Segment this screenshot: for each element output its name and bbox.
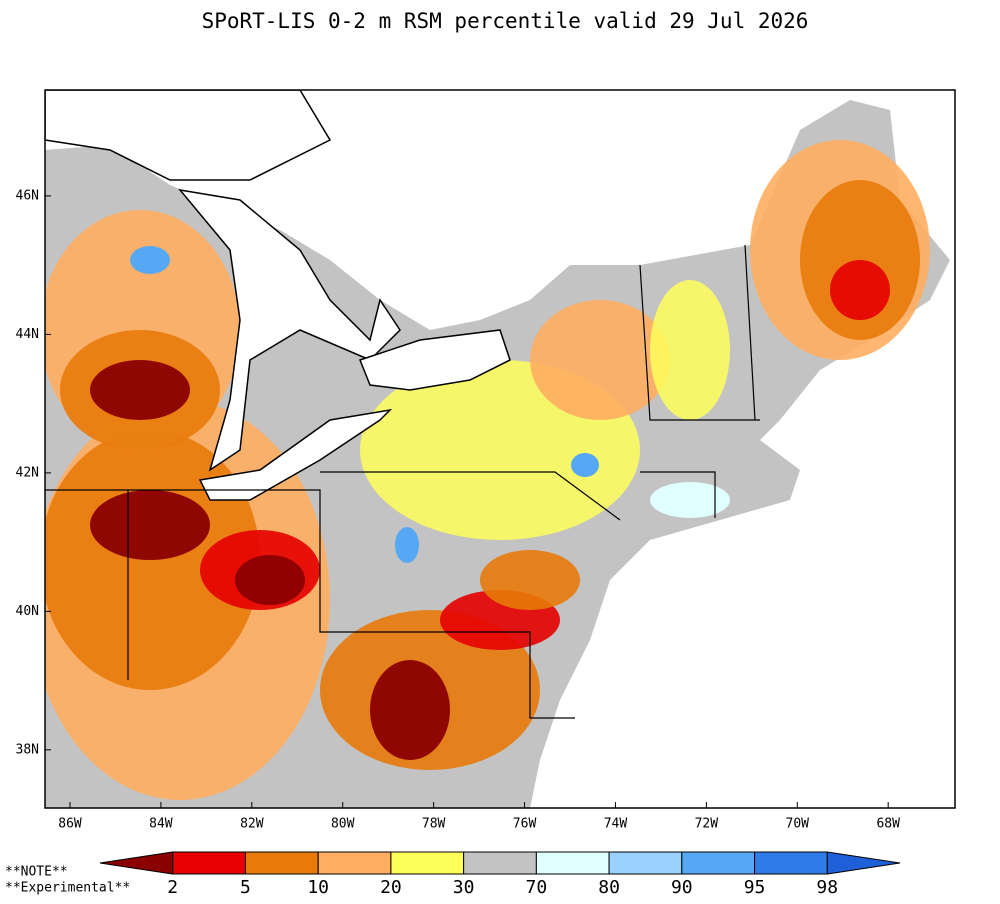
y-tick-label: 46N: [16, 188, 39, 203]
map: [45, 90, 950, 808]
colorbar-swatch: [99, 851, 174, 875]
colorbar-label: 10: [307, 877, 329, 898]
colorbar-label: 2: [167, 877, 178, 898]
colorbar-swatch: [681, 851, 756, 875]
x-tick-label: 68W: [876, 817, 900, 832]
colorbar-swatch: [535, 851, 610, 875]
colorbar-swatch: [826, 851, 901, 875]
x-tick-label: 78W: [422, 817, 446, 832]
colorbar-label: 70: [526, 877, 548, 898]
percentile-patches: [45, 140, 930, 800]
y-tick-label: 42N: [16, 465, 39, 480]
lake-erie: [198, 408, 393, 501]
title: SPoRT-LIS 0-2 m RSM percentile valid 29 …: [202, 9, 809, 33]
y-tick-label: 44N: [16, 327, 39, 342]
y-tick-label: 40N: [16, 604, 39, 619]
x-tick-label: 76W: [513, 817, 537, 832]
x-tick-label: 70W: [786, 817, 810, 832]
x-tick-label: 72W: [695, 817, 719, 832]
x-tick-label: 80W: [331, 817, 355, 832]
colorbar-label: 80: [598, 877, 620, 898]
note: **Experimental**: [5, 881, 130, 896]
colorbar-swatch: [390, 851, 465, 875]
x-tick-label: 84W: [149, 817, 173, 832]
x-tick-label: 74W: [604, 817, 628, 832]
colorbar-label: 30: [453, 877, 475, 898]
x-tick-label: 86W: [58, 817, 82, 832]
x-tick-label: 82W: [240, 817, 264, 832]
colorbar-label: 20: [380, 877, 402, 898]
state-lines: [45, 244, 760, 719]
note: **NOTE**: [5, 865, 68, 880]
colorbar-label: 98: [816, 877, 838, 898]
colorbar-swatch: [463, 851, 537, 875]
lake-ontario: [359, 329, 511, 391]
colorbar-label: 95: [744, 877, 766, 898]
lake-superior: [45, 90, 332, 181]
colorbar-label: 90: [671, 877, 693, 898]
y-tick-label: 38N: [16, 742, 39, 757]
map-frame: [44, 89, 956, 809]
lake-huron: [178, 188, 401, 472]
colorbar-swatch: [608, 851, 683, 875]
colorbar-swatch: [244, 851, 319, 875]
colorbar-swatch: [172, 851, 246, 875]
colorbar-swatch: [754, 851, 828, 875]
colorbar-label: 5: [240, 877, 251, 898]
colorbar-swatch: [317, 851, 392, 875]
